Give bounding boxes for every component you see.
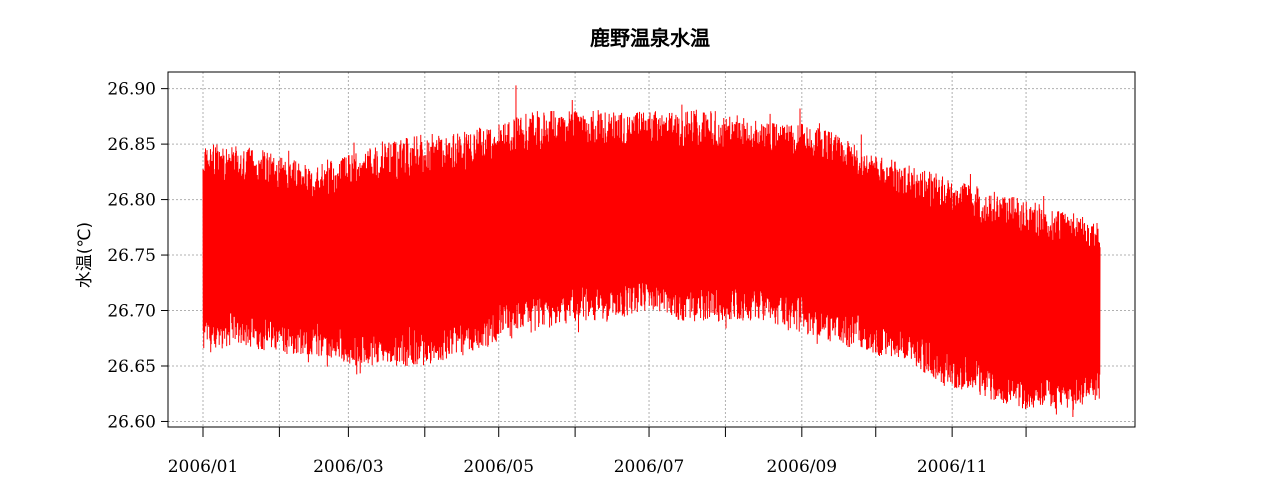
y-tick-label: 26.60 [107,412,156,432]
y-tick-label: 26.65 [107,357,156,377]
y-tick-label: 26.85 [107,135,156,155]
chart-title: 鹿野温泉水温 [590,26,710,50]
y-tick-label: 26.90 [107,80,156,100]
x-tick-label: 2006/03 [313,457,384,477]
plot-frame [167,71,1136,428]
x-axis: 2006/01 2006/03 2006/05 2006/07 2006/09 2006/… [168,427,1027,477]
x-tick-label: 2006/07 [614,457,685,477]
x-tick-label: 2006/11 [917,457,988,477]
y-tick-label: 26.70 [107,302,156,322]
y-tick-label: 26.80 [107,191,156,211]
x-tick-label: 2006/05 [463,457,534,477]
y-axis: 26.60 26.65 26.70 26.75 26.80 26.85 26.90 [107,80,168,432]
series-line [202,85,1101,418]
y-tick-label: 26.75 [107,246,156,266]
x-tick-label: 2006/01 [168,457,239,477]
series-path [202,85,1101,418]
x-tick-label: 2006/09 [767,457,838,477]
y-axis-label: 水温(℃) [75,222,95,288]
